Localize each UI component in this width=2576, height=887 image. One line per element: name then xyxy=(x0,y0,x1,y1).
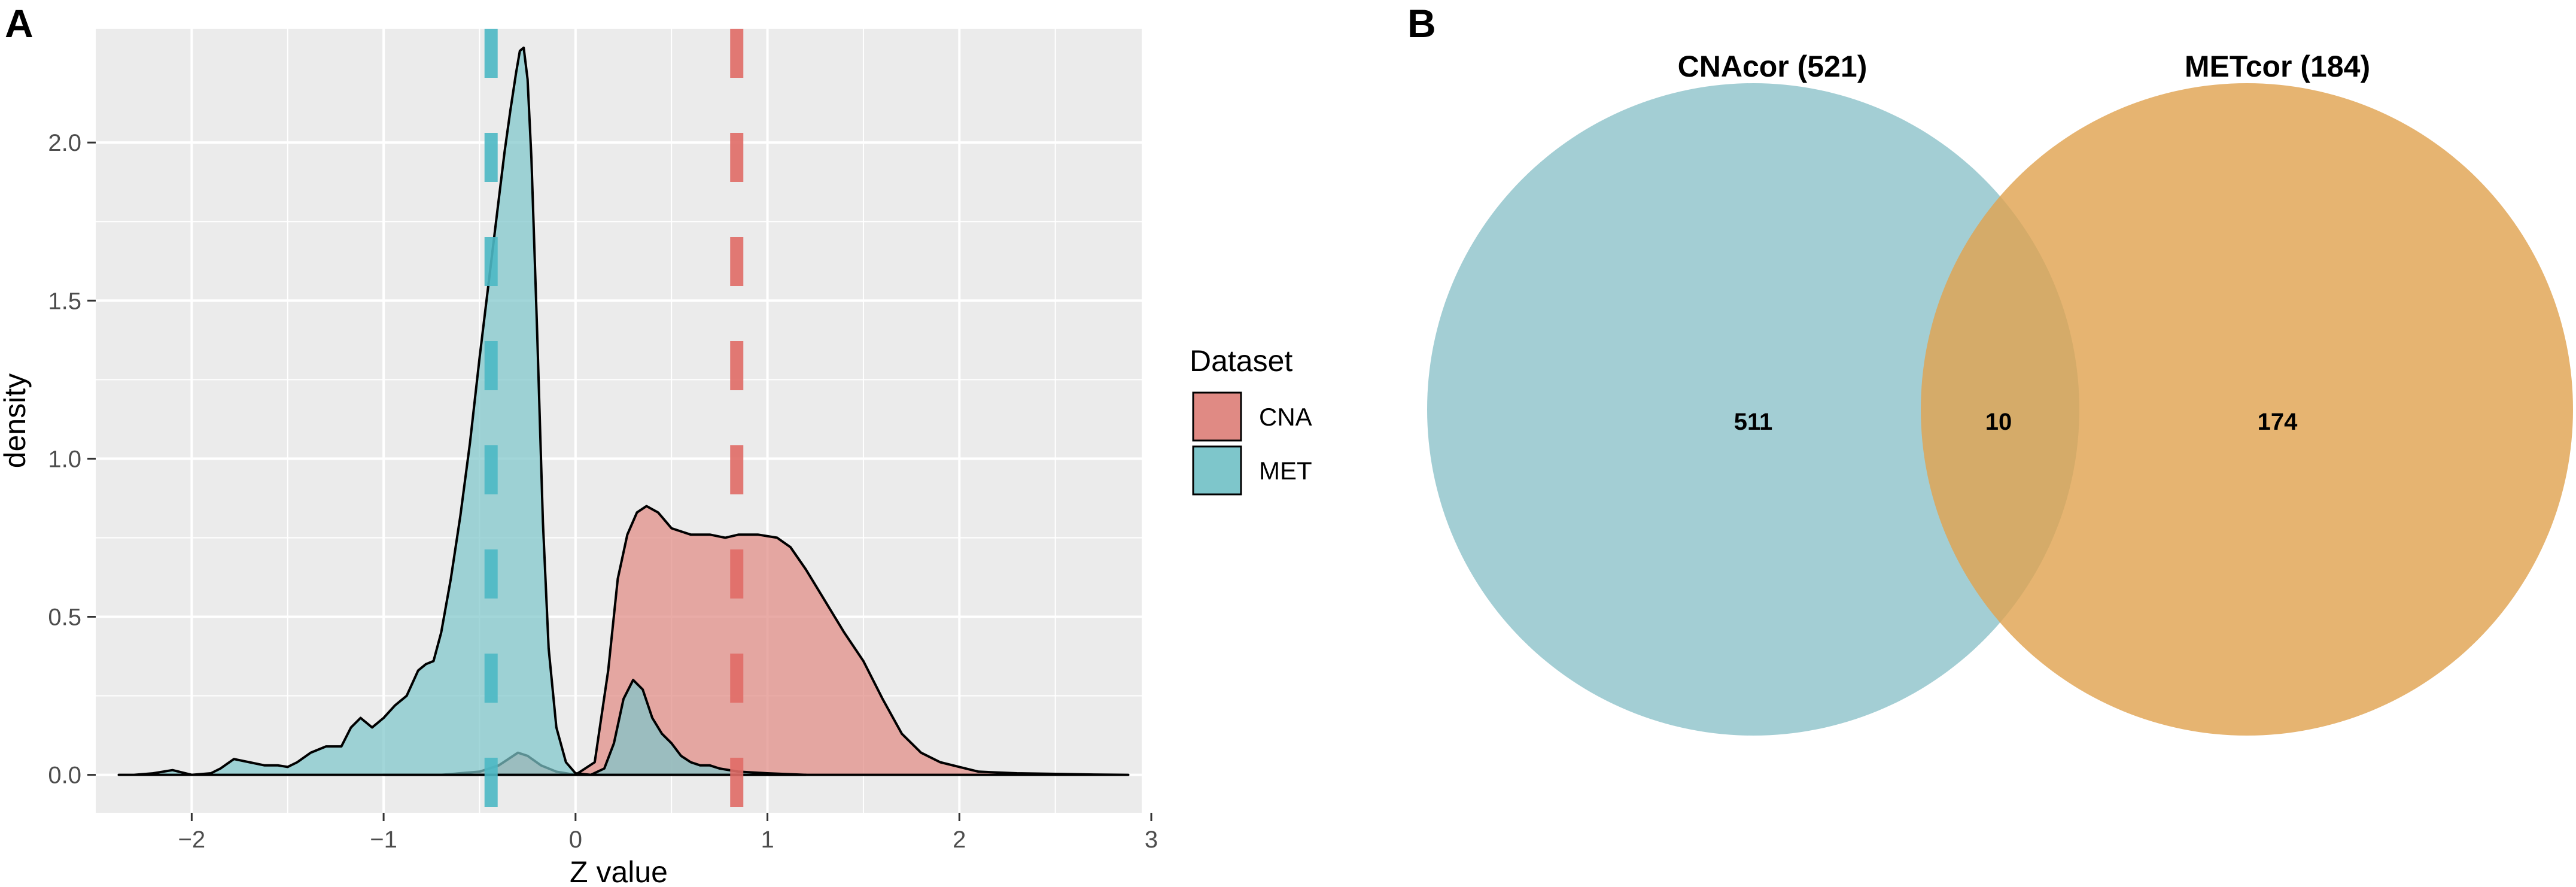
x-axis-ticks: −2 −1 0 1 2 3 xyxy=(178,813,1158,853)
venn-circle-cnacor xyxy=(1427,83,2079,736)
legend-key-met xyxy=(1192,445,1242,496)
venn-count-cnacor-only: 511 xyxy=(1734,409,1773,435)
venn-count-metcor-only: 174 xyxy=(2258,409,2298,435)
venn-count-overlap: 10 xyxy=(1985,409,2012,435)
mean-lines xyxy=(484,29,744,813)
y-tick-label: 0.0 xyxy=(48,763,81,789)
density-area-met xyxy=(117,46,807,776)
y-tick-label: 1.0 xyxy=(48,446,81,472)
x-tick-label: 1 xyxy=(761,827,774,853)
x-tick-label: 3 xyxy=(1145,827,1158,853)
venn-diagram: CNAcor (521) METcor (184) 511 10 174 xyxy=(1427,50,2573,736)
venn-title-cnacor: CNAcor (521) xyxy=(1678,50,1868,83)
y-axis-title: density xyxy=(0,373,32,468)
x-axis-title: Z value xyxy=(570,855,668,887)
panel-label-b: B xyxy=(1407,1,1436,45)
venn-title-metcor: METcor (184) xyxy=(2185,50,2370,83)
legend: Dataset CNA MET xyxy=(1190,344,1312,496)
density-areas xyxy=(117,46,1130,776)
legend-key-cna xyxy=(1192,391,1242,442)
y-axis-ticks: 0.0 0.5 1.0 1.5 2.0 xyxy=(48,130,96,789)
x-tick-label: −2 xyxy=(178,827,206,853)
x-tick-label: −1 xyxy=(370,827,397,853)
density-chart: −2 −1 0 1 2 3 0.0 0.5 1.0 1.5 2.0 Z value density xyxy=(0,29,1158,887)
legend-title: Dataset xyxy=(1190,344,1292,378)
legend-label-met: MET xyxy=(1259,457,1312,485)
y-tick-label: 1.5 xyxy=(48,288,81,314)
x-tick-label: 2 xyxy=(953,827,966,853)
y-tick-label: 0.5 xyxy=(48,605,81,631)
venn-circle-metcor xyxy=(1921,83,2573,736)
panel-label-a: A xyxy=(5,1,34,45)
y-tick-label: 2.0 xyxy=(48,130,81,156)
legend-label-cna: CNA xyxy=(1259,403,1312,431)
x-tick-label: 0 xyxy=(569,827,582,853)
